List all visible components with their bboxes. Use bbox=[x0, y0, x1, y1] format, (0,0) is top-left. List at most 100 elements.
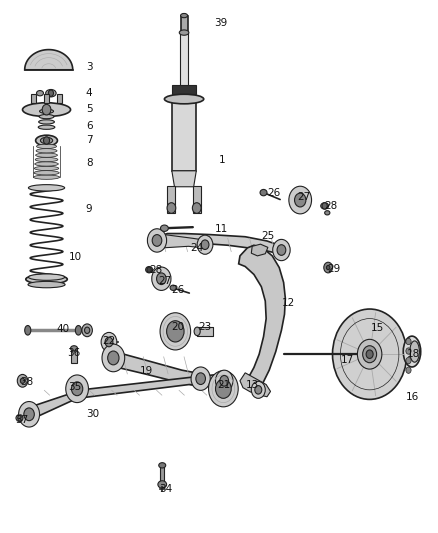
Circle shape bbox=[18, 401, 39, 427]
Circle shape bbox=[43, 137, 49, 144]
Circle shape bbox=[273, 239, 290, 261]
Circle shape bbox=[105, 337, 113, 347]
Ellipse shape bbox=[71, 346, 78, 351]
Circle shape bbox=[191, 367, 210, 390]
Polygon shape bbox=[158, 235, 210, 248]
Ellipse shape bbox=[35, 135, 57, 146]
Circle shape bbox=[152, 235, 162, 246]
Circle shape bbox=[166, 321, 184, 342]
Ellipse shape bbox=[36, 144, 57, 149]
Circle shape bbox=[357, 340, 382, 369]
Ellipse shape bbox=[16, 414, 25, 422]
Text: 38: 38 bbox=[20, 377, 34, 387]
Text: 27: 27 bbox=[297, 192, 311, 203]
Bar bbox=[57, 94, 62, 103]
Ellipse shape bbox=[34, 171, 59, 175]
Bar bbox=[160, 465, 164, 484]
Ellipse shape bbox=[28, 281, 65, 288]
Ellipse shape bbox=[46, 90, 56, 97]
Circle shape bbox=[24, 408, 34, 421]
Text: 35: 35 bbox=[68, 382, 81, 392]
Ellipse shape bbox=[36, 149, 57, 153]
Circle shape bbox=[251, 381, 265, 398]
Text: 29: 29 bbox=[327, 264, 340, 273]
Ellipse shape bbox=[25, 326, 31, 335]
Circle shape bbox=[294, 193, 306, 207]
Circle shape bbox=[220, 375, 229, 386]
Circle shape bbox=[48, 90, 53, 96]
Ellipse shape bbox=[40, 138, 53, 144]
Circle shape bbox=[147, 267, 151, 272]
Ellipse shape bbox=[325, 211, 330, 215]
Polygon shape bbox=[153, 233, 283, 254]
Ellipse shape bbox=[75, 326, 81, 335]
Text: 13: 13 bbox=[246, 379, 259, 390]
Text: 37: 37 bbox=[15, 415, 29, 425]
Circle shape bbox=[406, 348, 411, 354]
Text: 24: 24 bbox=[191, 243, 204, 253]
Ellipse shape bbox=[35, 157, 58, 161]
Bar bbox=[180, 15, 187, 33]
Ellipse shape bbox=[170, 285, 176, 290]
Circle shape bbox=[406, 358, 411, 364]
Bar bbox=[180, 33, 188, 86]
Ellipse shape bbox=[159, 463, 166, 468]
Bar bbox=[172, 99, 196, 171]
Ellipse shape bbox=[321, 203, 328, 209]
Circle shape bbox=[215, 379, 231, 398]
Circle shape bbox=[326, 265, 330, 270]
Text: 8: 8 bbox=[86, 158, 92, 168]
Ellipse shape bbox=[260, 189, 267, 196]
Bar bbox=[193, 185, 201, 213]
Circle shape bbox=[366, 350, 373, 359]
Text: 20: 20 bbox=[171, 321, 184, 332]
Circle shape bbox=[156, 273, 166, 285]
Ellipse shape bbox=[34, 166, 59, 171]
Text: 23: 23 bbox=[198, 321, 212, 332]
Ellipse shape bbox=[33, 175, 60, 179]
Ellipse shape bbox=[180, 13, 187, 18]
Ellipse shape bbox=[39, 120, 54, 124]
Polygon shape bbox=[251, 244, 268, 256]
Ellipse shape bbox=[28, 274, 65, 280]
Text: 4: 4 bbox=[86, 87, 92, 98]
Polygon shape bbox=[108, 352, 206, 386]
Text: 10: 10 bbox=[68, 252, 81, 262]
Text: 30: 30 bbox=[86, 409, 99, 419]
Text: 26: 26 bbox=[267, 188, 280, 198]
Circle shape bbox=[332, 309, 407, 399]
Circle shape bbox=[85, 327, 90, 334]
Circle shape bbox=[324, 262, 332, 273]
Circle shape bbox=[406, 367, 411, 373]
Circle shape bbox=[108, 351, 119, 365]
Text: 11: 11 bbox=[215, 224, 228, 235]
Text: 39: 39 bbox=[215, 18, 228, 28]
Ellipse shape bbox=[39, 109, 53, 114]
Circle shape bbox=[208, 370, 238, 407]
Ellipse shape bbox=[28, 184, 65, 191]
Text: 19: 19 bbox=[140, 366, 153, 376]
Circle shape bbox=[406, 338, 411, 345]
Circle shape bbox=[66, 375, 88, 402]
Text: 1: 1 bbox=[219, 155, 226, 165]
Text: 28: 28 bbox=[149, 265, 162, 275]
Circle shape bbox=[201, 240, 209, 249]
Circle shape bbox=[148, 229, 166, 252]
Text: 7: 7 bbox=[86, 135, 92, 145]
Circle shape bbox=[215, 370, 233, 391]
Circle shape bbox=[277, 245, 286, 255]
Circle shape bbox=[102, 344, 125, 372]
Ellipse shape bbox=[146, 266, 152, 273]
Ellipse shape bbox=[35, 162, 58, 166]
Circle shape bbox=[101, 333, 117, 352]
Ellipse shape bbox=[160, 225, 168, 231]
Polygon shape bbox=[172, 171, 196, 187]
Circle shape bbox=[167, 203, 176, 213]
Circle shape bbox=[17, 374, 28, 387]
Bar bbox=[197, 327, 213, 336]
Ellipse shape bbox=[36, 91, 43, 96]
Circle shape bbox=[71, 382, 83, 395]
Circle shape bbox=[289, 186, 311, 214]
Ellipse shape bbox=[35, 153, 57, 157]
Circle shape bbox=[152, 267, 171, 290]
